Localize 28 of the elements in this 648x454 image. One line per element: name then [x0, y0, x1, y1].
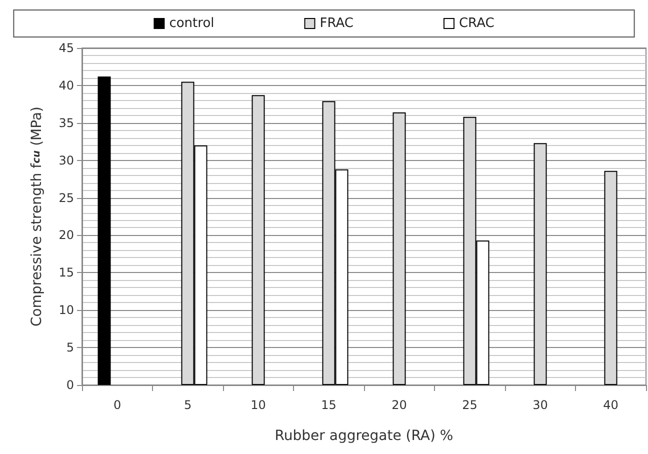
bar [534, 143, 547, 385]
y-tick-label: 20 [58, 228, 74, 242]
bar [252, 95, 265, 385]
x-tick-label: 40 [603, 398, 618, 412]
bar [98, 76, 111, 385]
y-tick-label: 10 [58, 303, 74, 318]
y-tick-label: 25 [58, 190, 74, 205]
bar [392, 112, 406, 385]
x-tick-label: 20 [392, 398, 407, 412]
y-tick-label: 15 [58, 266, 74, 280]
y-tick-label: 30 [58, 153, 74, 168]
bar [604, 170, 618, 385]
legend-label: control [169, 16, 214, 31]
x-axis-title: Rubber aggregate (RA) % [274, 428, 454, 444]
y-tick-label: 35 [58, 116, 74, 130]
legend-label: CRAC [458, 16, 494, 31]
x-tick-label: 10 [250, 398, 266, 412]
y-axis-title: Compressive strength fcu (MPa) [29, 106, 45, 326]
x-tick-label: 5 [184, 398, 192, 412]
legend-label: FRAC [320, 16, 354, 31]
y-tick-label: 40 [58, 78, 74, 92]
x-tick-label: 0 [113, 398, 122, 412]
y-tick-label: 45 [58, 41, 74, 55]
x-tick-label: 15 [321, 398, 336, 412]
y-tick-label: 5 [66, 340, 74, 355]
y-tick-label: 0 [66, 378, 74, 392]
x-tick-label: 25 [462, 398, 478, 412]
x-tick-label: 30 [532, 398, 548, 412]
